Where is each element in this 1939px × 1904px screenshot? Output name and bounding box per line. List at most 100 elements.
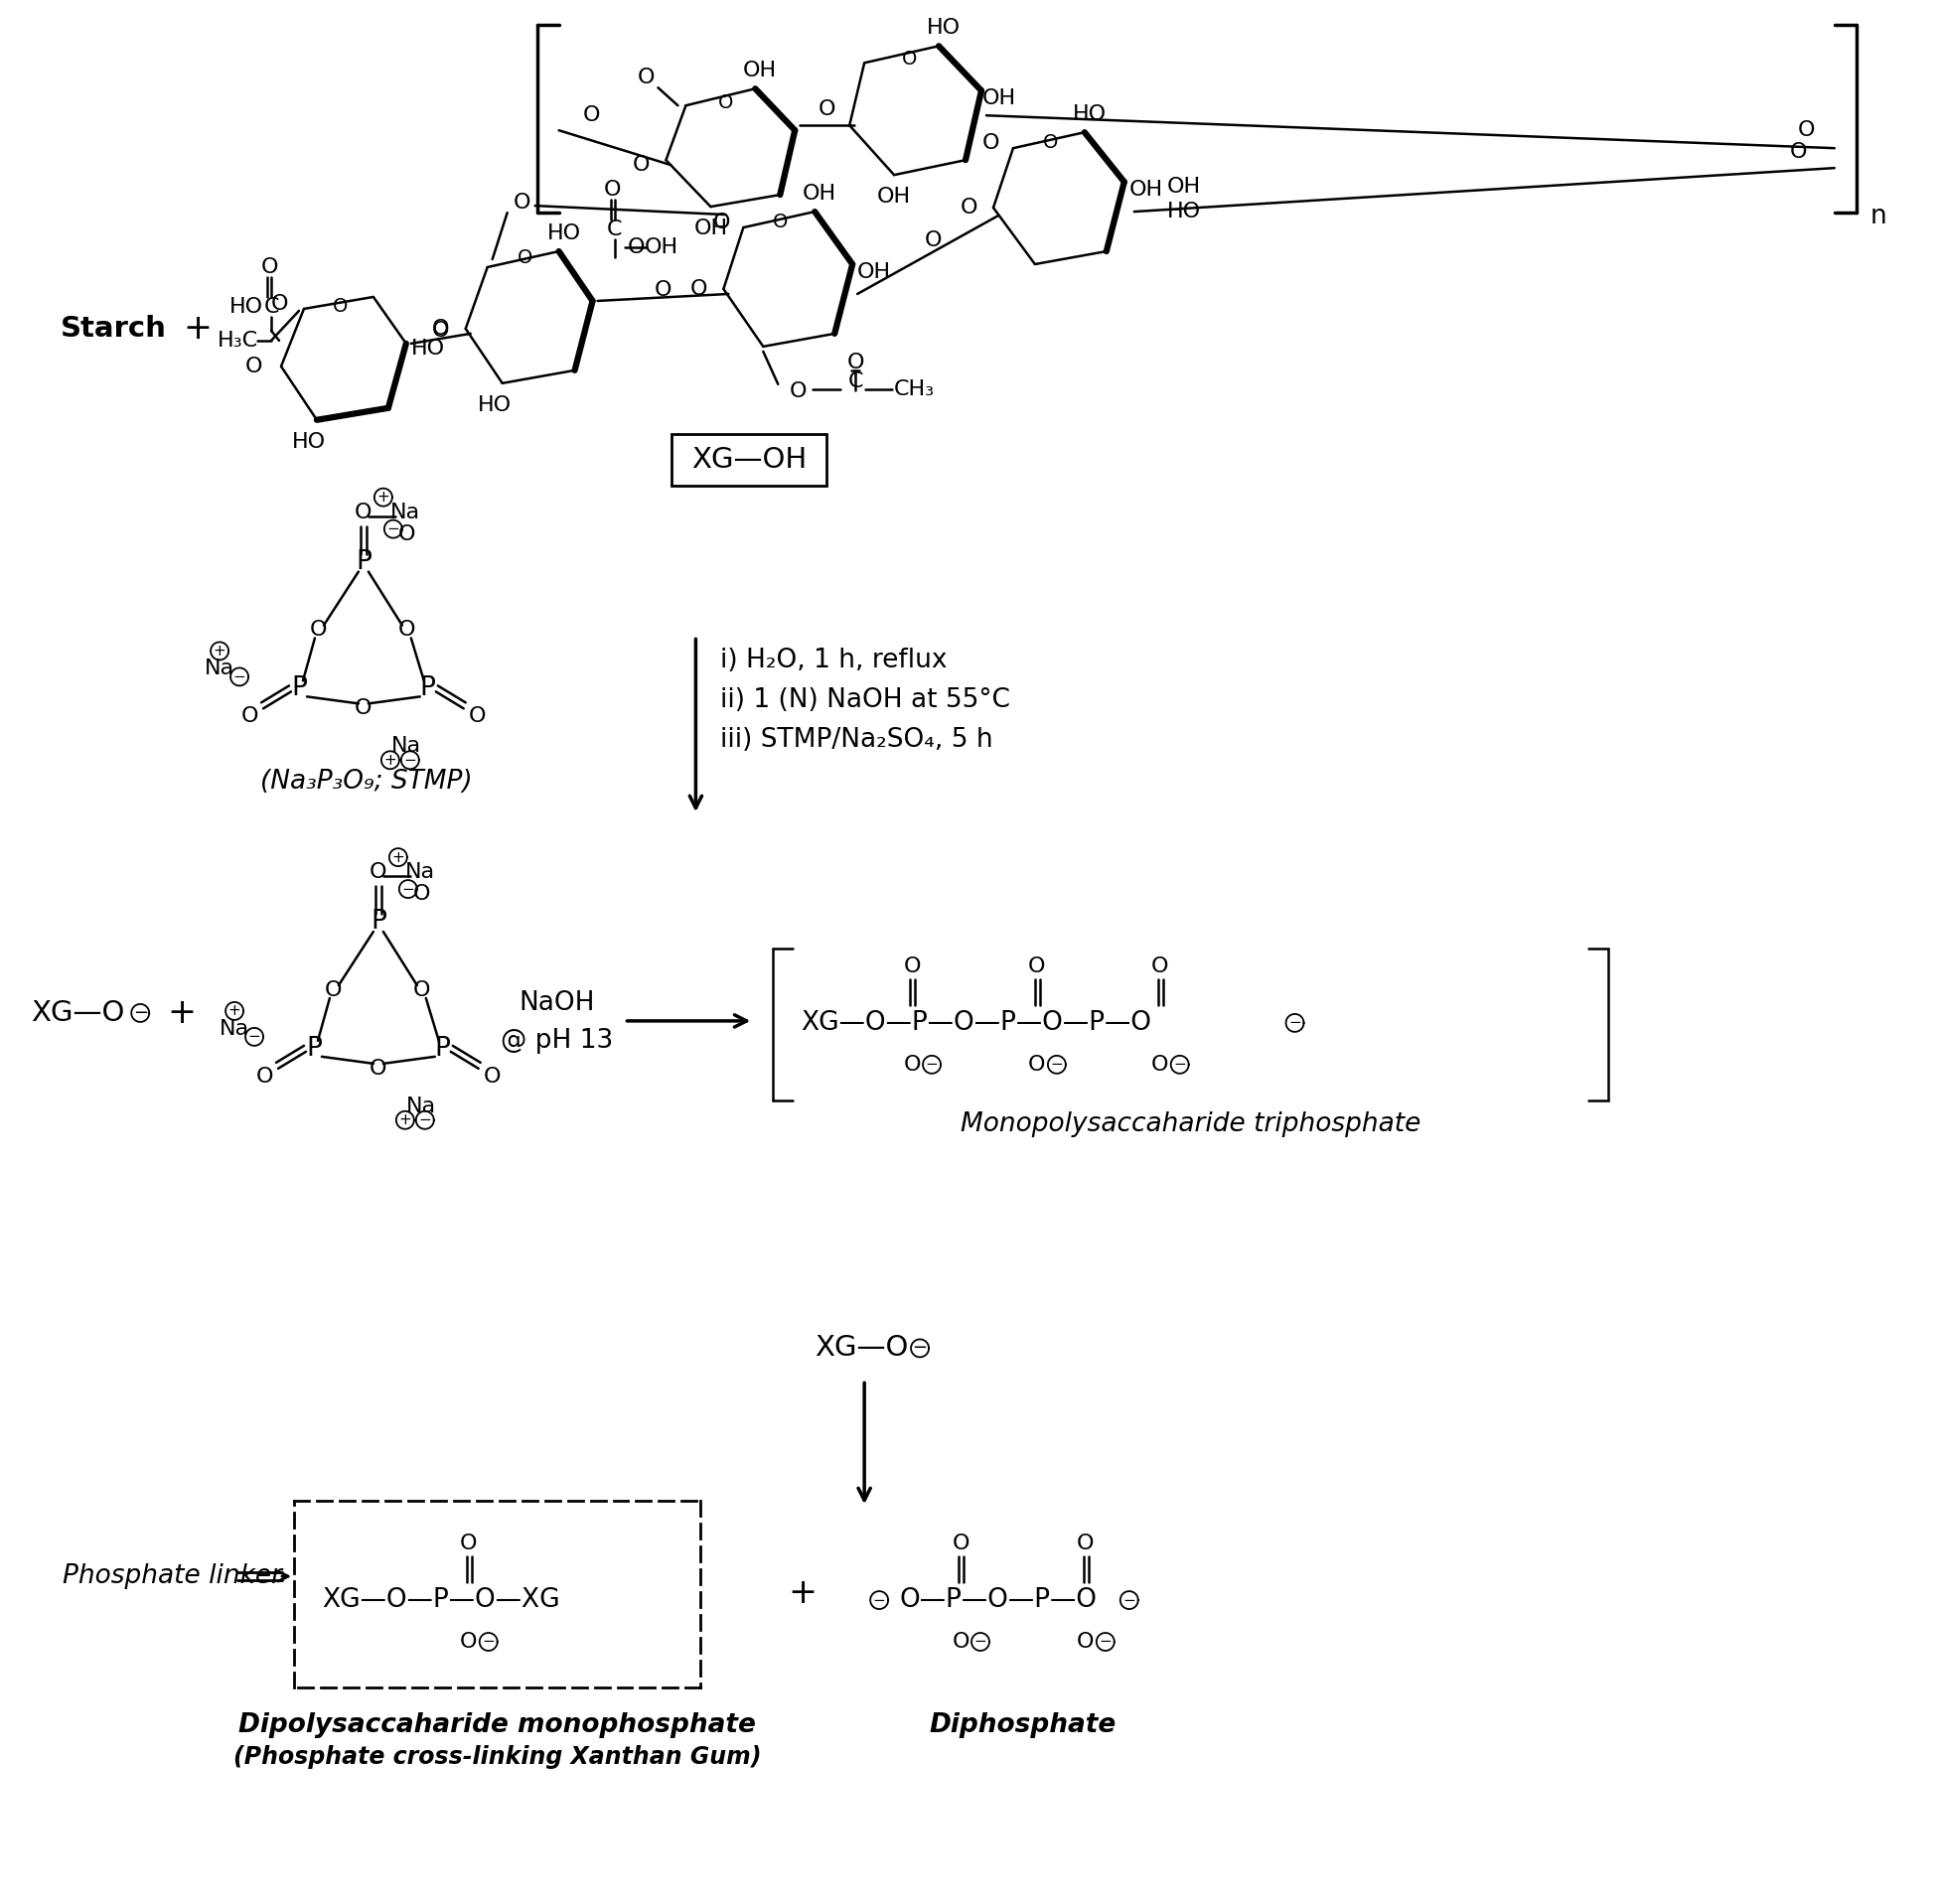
Text: O: O — [518, 248, 533, 267]
Text: −: − — [1289, 1015, 1301, 1030]
Text: O: O — [432, 318, 450, 339]
Text: C: C — [847, 371, 863, 390]
Text: OH: OH — [743, 61, 778, 80]
Text: (Phosphate cross-linking Xanthan Gum): (Phosphate cross-linking Xanthan Gum) — [233, 1744, 762, 1769]
Text: O: O — [355, 503, 372, 522]
Text: OH: OH — [857, 263, 892, 282]
Text: O: O — [584, 105, 601, 126]
Text: O: O — [260, 257, 277, 278]
Text: H₃C: H₃C — [217, 331, 258, 350]
Text: CH₃: CH₃ — [894, 379, 935, 400]
Text: O: O — [632, 154, 650, 175]
Text: −: − — [419, 1112, 430, 1127]
Text: O: O — [432, 320, 450, 341]
Text: O: O — [244, 356, 262, 377]
Text: HO: HO — [547, 223, 582, 244]
Text: −: − — [1099, 1634, 1111, 1649]
Text: @ pH 13: @ pH 13 — [500, 1028, 613, 1053]
Text: O: O — [628, 238, 646, 257]
Text: O: O — [397, 621, 415, 640]
Text: O: O — [902, 50, 917, 69]
Text: C: C — [607, 219, 622, 240]
Text: O: O — [370, 863, 388, 882]
Text: HO: HO — [293, 432, 326, 451]
Text: O: O — [397, 524, 415, 545]
Text: XG—OH: XG—OH — [692, 446, 807, 474]
Text: O: O — [603, 179, 620, 200]
Text: O: O — [1152, 1055, 1169, 1074]
Text: O: O — [310, 621, 328, 640]
Text: −: − — [1123, 1592, 1136, 1607]
Text: −: − — [483, 1634, 494, 1649]
Text: O: O — [469, 706, 487, 727]
Text: XG—O—P—O—XG: XG—O—P—O—XG — [322, 1588, 560, 1613]
Text: +: + — [376, 489, 390, 505]
Text: Na: Na — [405, 1097, 436, 1116]
Text: O: O — [413, 981, 430, 1000]
Text: HO: HO — [927, 19, 960, 38]
Text: OH: OH — [644, 238, 679, 257]
Text: Na: Na — [390, 503, 421, 522]
Text: HO: HO — [1167, 202, 1200, 221]
Text: Starch: Starch — [60, 314, 167, 343]
Text: Na: Na — [206, 659, 235, 680]
Text: O: O — [1152, 956, 1169, 977]
Text: O: O — [1797, 120, 1815, 141]
Text: +: + — [789, 1577, 816, 1611]
Text: O: O — [772, 211, 787, 230]
Text: −: − — [388, 522, 399, 537]
Text: O: O — [960, 198, 977, 217]
Text: O: O — [240, 706, 258, 727]
Text: O: O — [413, 883, 430, 904]
Text: i) H₂O, 1 h, reflux: i) H₂O, 1 h, reflux — [721, 647, 948, 674]
Text: Monopolysaccaharide triphosphate: Monopolysaccaharide triphosphate — [960, 1112, 1421, 1137]
Text: (Na₃P₃O₉; STMP): (Na₃P₃O₉; STMP) — [260, 769, 473, 794]
Text: O: O — [818, 99, 836, 120]
Text: +: + — [184, 312, 211, 345]
Text: Na: Na — [392, 737, 421, 756]
Text: O: O — [690, 280, 708, 299]
Text: P: P — [355, 548, 372, 575]
Text: O: O — [904, 1055, 921, 1074]
Text: Dipolysaccaharide monophosphate: Dipolysaccaharide monophosphate — [238, 1712, 756, 1738]
Text: O: O — [717, 93, 733, 112]
Text: O: O — [326, 981, 343, 1000]
Text: −: − — [233, 670, 246, 684]
Text: O: O — [334, 297, 349, 316]
Text: HO: HO — [411, 339, 444, 358]
Text: O: O — [714, 213, 731, 232]
Text: −: − — [925, 1057, 938, 1072]
Text: O: O — [256, 1066, 273, 1087]
Text: O: O — [483, 1066, 500, 1087]
Text: O—P—O—P—O: O—P—O—P—O — [900, 1588, 1097, 1613]
Text: O: O — [370, 1059, 388, 1078]
Text: XG—O—P—O—P—O—P—O: XG—O—P—O—P—O—P—O — [801, 1009, 1152, 1036]
Text: O: O — [952, 1533, 970, 1554]
Text: P: P — [370, 908, 386, 935]
Text: +: + — [392, 849, 405, 864]
Text: −: − — [248, 1030, 260, 1043]
Text: −: − — [873, 1592, 886, 1607]
Text: Na: Na — [405, 863, 434, 882]
Text: −: − — [132, 1003, 147, 1022]
Text: O: O — [789, 381, 807, 402]
Text: +: + — [213, 644, 227, 659]
Text: O: O — [270, 293, 287, 314]
Text: O: O — [1076, 1533, 1094, 1554]
Text: XG—O: XG—O — [814, 1335, 909, 1361]
Text: O: O — [1076, 1632, 1094, 1651]
Text: O: O — [904, 956, 921, 977]
Text: OH: OH — [983, 89, 1016, 109]
Text: O: O — [653, 280, 671, 301]
Text: OH: OH — [876, 187, 911, 208]
Text: iii) STMP/Na₂SO₄, 5 h: iii) STMP/Na₂SO₄, 5 h — [721, 727, 993, 754]
Text: ii) 1 (N) NaOH at 55°C: ii) 1 (N) NaOH at 55°C — [721, 687, 1010, 714]
Text: O: O — [638, 69, 655, 88]
Text: Phosphate linker: Phosphate linker — [62, 1563, 283, 1590]
Text: −: − — [1051, 1057, 1063, 1072]
Text: O: O — [1028, 956, 1045, 977]
Text: O: O — [1043, 133, 1059, 152]
Text: O: O — [847, 352, 865, 373]
Text: +: + — [399, 1112, 411, 1127]
Text: OH: OH — [1128, 179, 1163, 200]
